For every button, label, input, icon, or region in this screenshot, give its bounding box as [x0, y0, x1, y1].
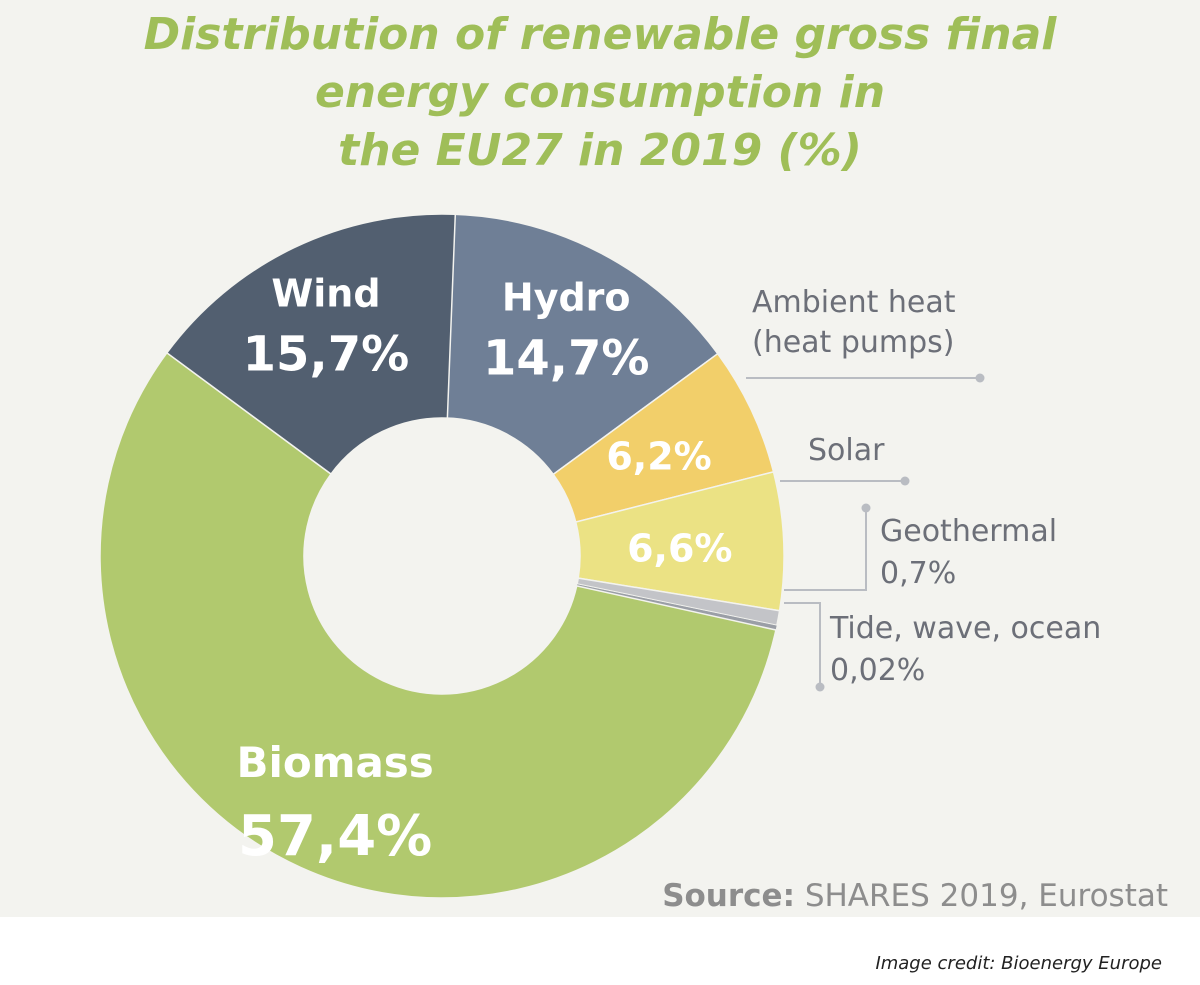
- value-biomass: 57,4%: [238, 804, 432, 869]
- leader-dot-ambient-heat: [975, 373, 985, 383]
- source-note: Source: SHARES 2019, Eurostat: [662, 878, 1168, 914]
- slice-labels: Hydro 14,7% Biomass 57,4% Wind 15,7% 6,2% 6,6% A…: [236, 271, 1101, 868]
- leader-geothermal: [784, 508, 867, 591]
- slice-biomass: [99, 351, 777, 899]
- label-hydro: Hydro: [502, 276, 631, 320]
- value-hydro: 14,7%: [483, 331, 650, 387]
- chart-title: Distribution of renewable gross final en…: [100, 6, 1100, 180]
- value-wind: 15,7%: [243, 326, 410, 382]
- value-solar: 6,6%: [627, 527, 732, 571]
- label-ambient-heat-line2: (heat pumps): [752, 325, 955, 360]
- title-line-1: Distribution of renewable gross final: [143, 9, 1057, 60]
- donut-slices: [99, 213, 785, 899]
- leader-tide: [784, 602, 821, 687]
- slice-wind: [165, 213, 457, 476]
- title-line-3: the EU27 in 2019 (%): [338, 125, 862, 176]
- slice-hydro: [444, 213, 719, 476]
- label-biomass: Biomass: [236, 738, 433, 787]
- value-ambient-heat: 6,2%: [606, 435, 711, 479]
- label-geothermal-value: 0,7%: [880, 556, 956, 591]
- source-text: SHARES 2019, Eurostat: [794, 878, 1168, 914]
- title-line-2: energy consumption in: [314, 67, 886, 118]
- label-tide-value: 0,02%: [830, 653, 925, 688]
- leader-dot-solar: [900, 476, 910, 486]
- leader-dot-tide: [815, 682, 825, 692]
- source-label: Source:: [662, 878, 795, 914]
- label-wind: Wind: [271, 271, 380, 315]
- label-solar: Solar: [808, 433, 885, 468]
- label-tide: Tide, wave, ocean: [829, 611, 1101, 646]
- donut-chart: Hydro 14,7% Biomass 57,4% Wind 15,7% 6,2% 6,6% A…: [99, 213, 1101, 899]
- label-ambient-heat-line1: Ambient heat: [752, 285, 956, 320]
- leader-dot-geothermal: [861, 503, 871, 513]
- label-geothermal: Geothermal: [880, 514, 1057, 549]
- callout-lines: [746, 373, 985, 692]
- image-credit: Image credit: Bioenergy Europe: [875, 953, 1162, 974]
